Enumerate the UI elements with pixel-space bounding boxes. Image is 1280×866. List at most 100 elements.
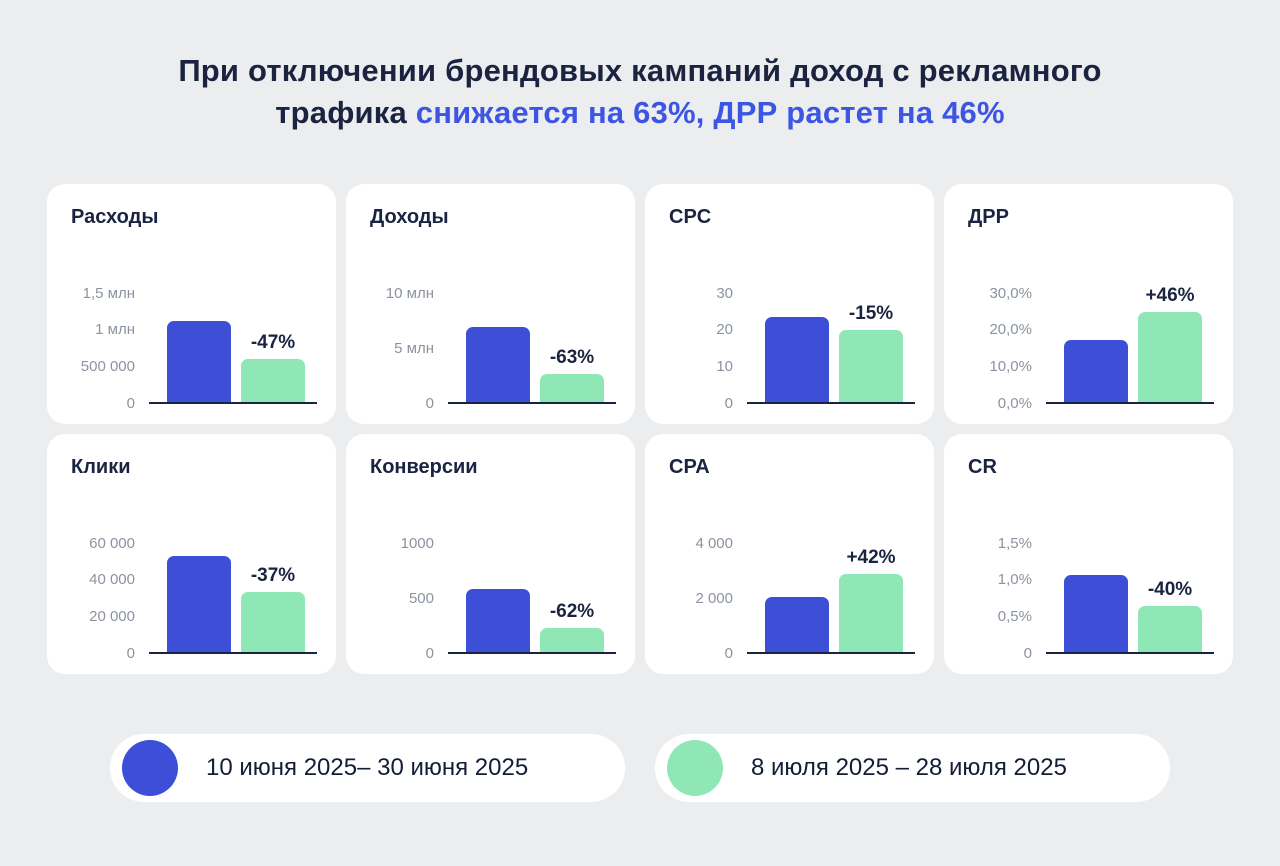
y-axis-tick-label: 0	[126, 394, 135, 412]
y-axis-tick-label: 0	[724, 644, 733, 662]
y-axis-tick-label: 0	[425, 394, 434, 412]
title-line-2-dark: трафика	[275, 94, 407, 130]
y-axis-tick-label: 10 млн	[385, 284, 434, 302]
y-axis-tick-label: 1,0%	[997, 571, 1032, 589]
metric-card-title: ДРР	[968, 205, 1009, 228]
y-axis-tick-label: 500 000	[80, 358, 135, 376]
y-axis-tick-label: 0,0%	[997, 394, 1032, 412]
bar-period-2: -47%	[241, 332, 305, 402]
y-axis-tick-label: 30,0%	[989, 284, 1032, 302]
plot-area: +42%	[747, 544, 915, 654]
delta-label: -47%	[250, 332, 296, 354]
y-axis-tick-label: 2 000	[695, 589, 733, 607]
bar-period-2: -15%	[839, 303, 903, 402]
y-axis-tick-label: 4 000	[695, 534, 733, 552]
y-axis-ticks: 4 000 2 000 0	[669, 536, 747, 661]
bar-period-2: -37%	[241, 565, 305, 652]
legend-label-period-2: 8 июля 2025 – 28 июля 2025	[751, 753, 1067, 781]
metric-card-title: Расходы	[71, 205, 159, 228]
metric-card-title: CPC	[669, 205, 712, 228]
delta-label: +42%	[846, 547, 896, 569]
bar-period-1	[167, 556, 231, 652]
y-axis-ticks: 10 млн 5 млн 0	[370, 286, 448, 411]
y-axis-tick-label: 40 000	[89, 571, 135, 589]
plot-area: -63%	[448, 294, 616, 404]
y-axis-tick-label: 500	[408, 589, 434, 607]
y-axis-tick-label: 0	[1023, 644, 1032, 662]
legend-item-period-2: 8 июля 2025 – 28 июля 2025	[655, 733, 1170, 802]
y-axis-ticks: 1,5% 1,0% 0,5% 0	[968, 536, 1046, 661]
metric-card-title: CR	[968, 455, 997, 478]
title-line-2-accent: снижается на 63%, ДРР растет на 46%	[415, 94, 1005, 130]
bar-period-1	[1064, 340, 1128, 402]
y-axis-tick-label: 1,5%	[997, 534, 1032, 552]
bar-chart: 1,5% 1,0% 0,5% 0 -40%	[968, 536, 1215, 661]
bar-chart: 10 млн 5 млн 0 -63%	[370, 286, 617, 411]
delta-label: +46%	[1145, 284, 1195, 306]
metric-card: Доходы 10 млн 5 млн 0 -63%	[346, 183, 635, 424]
y-axis-tick-label: 10	[716, 358, 733, 376]
bar-chart: 1000 500 0 -62%	[370, 536, 617, 661]
dashboard: При отключении брендовых кампаний доход …	[47, 50, 1233, 802]
bar-chart: 30 20 10 0 -15%	[669, 286, 916, 411]
title-line-1: При отключении брендовых кампаний доход …	[178, 53, 1102, 88]
delta-label: -63%	[549, 347, 595, 369]
y-axis-ticks: 30,0% 20,0% 10,0% 0,0%	[968, 286, 1046, 411]
bar-period-2: -62%	[540, 601, 604, 652]
legend-item-period-1: 10 июня 2025– 30 июня 2025	[110, 733, 625, 802]
bar-period-1	[1064, 574, 1128, 652]
metric-card-title: CPA	[669, 455, 710, 478]
bar-period-1	[466, 589, 530, 652]
y-axis-tick-label: 0	[724, 394, 733, 412]
plot-area: -15%	[747, 294, 915, 404]
y-axis-tick-label: 1,5 млн	[82, 284, 135, 302]
delta-label: -40%	[1147, 578, 1193, 600]
bar-chart: 1,5 млн 1 млн 500 000 0 -47%	[71, 286, 318, 411]
y-axis-tick-label: 20 000	[89, 608, 135, 626]
y-axis-tick-label: 20	[716, 321, 733, 339]
y-axis-ticks: 1,5 млн 1 млн 500 000 0	[71, 286, 149, 411]
metric-card: Клики 60 000 40 000 20 000 0 -37%	[47, 433, 336, 674]
plot-area: -37%	[149, 544, 317, 654]
plot-area: -47%	[149, 294, 317, 404]
bar-period-1	[167, 321, 231, 402]
bar-period-1	[765, 317, 829, 402]
metric-card: CR 1,5% 1,0% 0,5% 0 -40%	[944, 433, 1233, 674]
bar-chart: 4 000 2 000 0 +42%	[669, 536, 916, 661]
y-axis-tick-label: 5 млн	[394, 339, 434, 357]
legend-dot-blue	[122, 739, 178, 796]
y-axis-tick-label: 0,5%	[997, 608, 1032, 626]
y-axis-tick-label: 20,0%	[989, 321, 1032, 339]
bar-period-2: -63%	[540, 347, 604, 402]
y-axis-tick-label: 30	[716, 284, 733, 302]
delta-label: -37%	[250, 564, 296, 586]
bar-period-1	[765, 597, 829, 652]
y-axis-tick-label: 1 млн	[95, 321, 135, 339]
metric-cards-grid: Расходы 1,5 млн 1 млн 500 000 0 -47% Доходы…	[47, 183, 1233, 674]
legend: 10 июня 2025– 30 июня 2025 8 июля 2025 –…	[47, 733, 1233, 802]
page-title: При отключении брендовых кампаний доход …	[47, 50, 1233, 134]
bar-chart: 60 000 40 000 20 000 0 -37%	[71, 536, 318, 661]
plot-area: -62%	[448, 544, 616, 654]
metric-card: Расходы 1,5 млн 1 млн 500 000 0 -47%	[47, 183, 336, 424]
legend-label-period-1: 10 июня 2025– 30 июня 2025	[206, 753, 529, 781]
metric-card-title: Конверсии	[370, 455, 478, 478]
metric-card: Конверсии 1000 500 0 -62%	[346, 433, 635, 674]
metric-card-title: Клики	[71, 455, 131, 478]
y-axis-ticks: 30 20 10 0	[669, 286, 747, 411]
y-axis-ticks: 1000 500 0	[370, 536, 448, 661]
bar-period-2: -40%	[1138, 579, 1202, 652]
bar-period-2: +46%	[1138, 285, 1202, 402]
y-axis-tick-label: 1000	[400, 534, 434, 552]
y-axis-tick-label: 0	[126, 644, 135, 662]
bar-chart: 30,0% 20,0% 10,0% 0,0% +46%	[968, 285, 1215, 411]
y-axis-tick-label: 60 000	[89, 534, 135, 552]
y-axis-tick-label: 10,0%	[989, 358, 1032, 376]
plot-area: +46%	[1046, 285, 1214, 404]
legend-dot-green	[667, 739, 723, 796]
bar-period-2: +42%	[839, 547, 903, 652]
metric-card: CPC 30 20 10 0 -15%	[645, 183, 934, 424]
plot-area: -40%	[1046, 544, 1214, 654]
metric-card-title: Доходы	[370, 205, 449, 228]
metric-card: CPA 4 000 2 000 0 +42%	[645, 433, 934, 674]
